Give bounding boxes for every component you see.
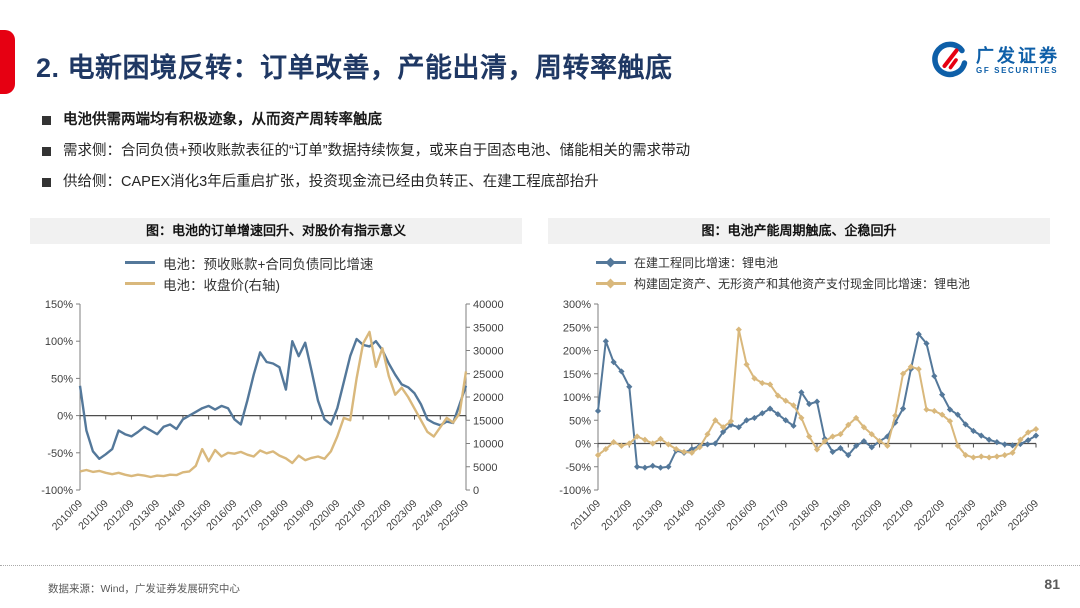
chart-legend-right: 在建工程同比增速：锂电池 构建固定资产、无形资产和其他资产支付现金同比增速：锂电…	[596, 252, 1050, 294]
svg-text:0%: 0%	[57, 411, 73, 423]
svg-text:100%: 100%	[563, 392, 591, 404]
svg-text:2015/09: 2015/09	[693, 498, 728, 533]
svg-text:15000: 15000	[473, 415, 504, 427]
bullet-item: 需求侧：合同负债+预收账款表征的“订单”数据持续恢复，或来自于固态电池、储能相关…	[40, 143, 1050, 160]
panel-capacity-chart: 图：电池产能周期触底、企稳回升 在建工程同比增速：锂电池 构建固定资产、无形资产…	[548, 218, 1050, 552]
svg-text:300%: 300%	[563, 299, 591, 311]
svg-text:2021/09: 2021/09	[881, 498, 916, 533]
diamond-marker-icon	[605, 278, 616, 289]
accent-bar	[0, 30, 15, 94]
svg-text:40000: 40000	[473, 299, 504, 311]
svg-text:2016/09: 2016/09	[724, 498, 759, 533]
series-1	[594, 326, 1040, 461]
y-axis-left: 300% 250% 200% 150% 100% 50% 0% -50% -100%	[559, 299, 599, 497]
series-0	[78, 337, 468, 461]
footer: 数据来源：Wind，广发证券发展研究中心 81	[0, 565, 1080, 608]
svg-text:-100%: -100%	[559, 485, 591, 497]
svg-text:2025/09: 2025/09	[1006, 498, 1041, 533]
svg-text:2017/09: 2017/09	[756, 498, 791, 533]
source-note: 数据来源：Wind，广发证券发展研究中心	[48, 583, 240, 595]
panel-order-chart: 图：电池的订单增速回升、对股价有指示意义 电池：预收账款+合同负债同比增速 电池…	[30, 218, 522, 552]
svg-text:2023/09: 2023/09	[943, 498, 978, 533]
page-number: 81	[1044, 576, 1060, 592]
bullet-list: 电池供需两端均有积极迹象，从而资产周转率触底 需求侧：合同负债+预收账款表征的“…	[40, 112, 1050, 205]
legend-line-swatch	[125, 282, 155, 285]
bullet-square-icon	[42, 116, 51, 125]
svg-text:2022/09: 2022/09	[912, 498, 947, 533]
svg-text:50%: 50%	[51, 373, 73, 385]
logo-cn-text: 广发证券	[976, 45, 1060, 66]
svg-text:50%: 50%	[569, 415, 591, 427]
chart-title-left: 图：电池的订单增速回升、对股价有指示意义	[30, 218, 522, 244]
svg-text:150%: 150%	[563, 369, 591, 381]
svg-text:0: 0	[473, 485, 479, 497]
diamond-marker-icon	[605, 257, 616, 268]
chart-title-right: 图：电池产能周期触底、企稳回升	[548, 218, 1050, 244]
svg-text:-50%: -50%	[565, 462, 591, 474]
svg-text:2018/09: 2018/09	[787, 498, 822, 533]
legend-item: 电池：收盘价(右轴)	[125, 273, 522, 294]
svg-text:-100%: -100%	[41, 485, 73, 497]
chart-legend-left: 电池：预收账款+合同负债同比增速 电池：收盘价(右轴)	[125, 252, 522, 294]
bullet-item: 供给侧：CAPEX消化3年后重启扩张，投资现金流已经由负转正、在建工程底部抬升	[40, 174, 1050, 191]
svg-text:2013/09: 2013/09	[630, 498, 665, 533]
svg-text:2024/09: 2024/09	[975, 498, 1010, 533]
bullet-text: 电池供需两端均有积极迹象，从而资产周转率触底	[63, 112, 382, 128]
bullet-square-icon	[42, 178, 51, 187]
capacity-cycle-chart: 300% 250% 200% 150% 100% 50% 0% -50% -100%2011/0…	[559, 299, 1041, 533]
svg-text:-50%: -50%	[47, 448, 73, 460]
legend-label: 电池：预收账款+合同负债同比增速	[163, 256, 374, 272]
svg-text:2020/09: 2020/09	[849, 498, 884, 533]
legend-line-diamond-swatch	[596, 278, 626, 289]
svg-text:5000: 5000	[473, 462, 497, 474]
svg-text:30000: 30000	[473, 346, 504, 358]
y-axis-right: 40000 35000 30000 25000 20000 15000 10000 5000 0	[465, 299, 504, 497]
svg-text:0%: 0%	[575, 439, 591, 451]
svg-text:2011/09: 2011/09	[568, 498, 603, 533]
svg-text:35000: 35000	[473, 322, 504, 334]
legend-item: 构建固定资产、无形资产和其他资产支付现金同比增速：锂电池	[596, 273, 1050, 294]
svg-text:250%: 250%	[563, 322, 591, 334]
legend-label: 电池：收盘价(右轴)	[163, 277, 280, 293]
page-title: 2. 电新困境反转：订单改善，产能出清，周转率触底	[36, 53, 673, 83]
legend-item: 电池：预收账款+合同负债同比增速	[125, 252, 522, 273]
svg-text:200%: 200%	[563, 346, 591, 358]
svg-text:20000: 20000	[473, 392, 504, 404]
order-price-chart: 150% 100% 50% 0% -50% -100% 40000 35000 30000 250…	[41, 299, 504, 533]
logo-en-text: GF SECURITIES	[976, 65, 1059, 75]
bullet-item: 电池供需两端均有积极迹象，从而资产周转率触底	[40, 112, 1050, 129]
series-1	[79, 330, 468, 479]
bullet-square-icon	[42, 147, 51, 156]
legend-label: 构建固定资产、无形资产和其他资产支付现金同比增速：锂电池	[634, 277, 971, 291]
legend-item: 在建工程同比增速：锂电池	[596, 252, 1050, 273]
gf-logo-icon	[932, 41, 968, 78]
svg-text:2012/09: 2012/09	[599, 498, 634, 533]
logo-text: 广发证券 GF SECURITIES	[976, 46, 1060, 75]
svg-text:100%: 100%	[45, 336, 73, 348]
legend-label: 在建工程同比增速：锂电池	[634, 256, 779, 270]
svg-text:150%: 150%	[45, 299, 73, 311]
svg-text:2014/09: 2014/09	[662, 498, 697, 533]
bullet-text: 供给侧：CAPEX消化3年后重启扩张，投资现金流已经由负转正、在建工程底部抬升	[63, 174, 599, 190]
gf-logo: 广发证券 GF SECURITIES	[930, 40, 1060, 80]
legend-line-swatch	[125, 261, 155, 264]
bullet-text: 需求侧：合同负债+预收账款表征的“订单”数据持续恢复，或来自于固态电池、储能相关…	[63, 143, 691, 159]
svg-text:2019/09: 2019/09	[818, 498, 853, 533]
svg-text:10000: 10000	[473, 439, 504, 451]
legend-line-diamond-swatch	[596, 257, 626, 268]
svg-text:25000: 25000	[473, 369, 504, 381]
y-axis-left: 150% 100% 50% 0% -50% -100%	[41, 299, 81, 497]
